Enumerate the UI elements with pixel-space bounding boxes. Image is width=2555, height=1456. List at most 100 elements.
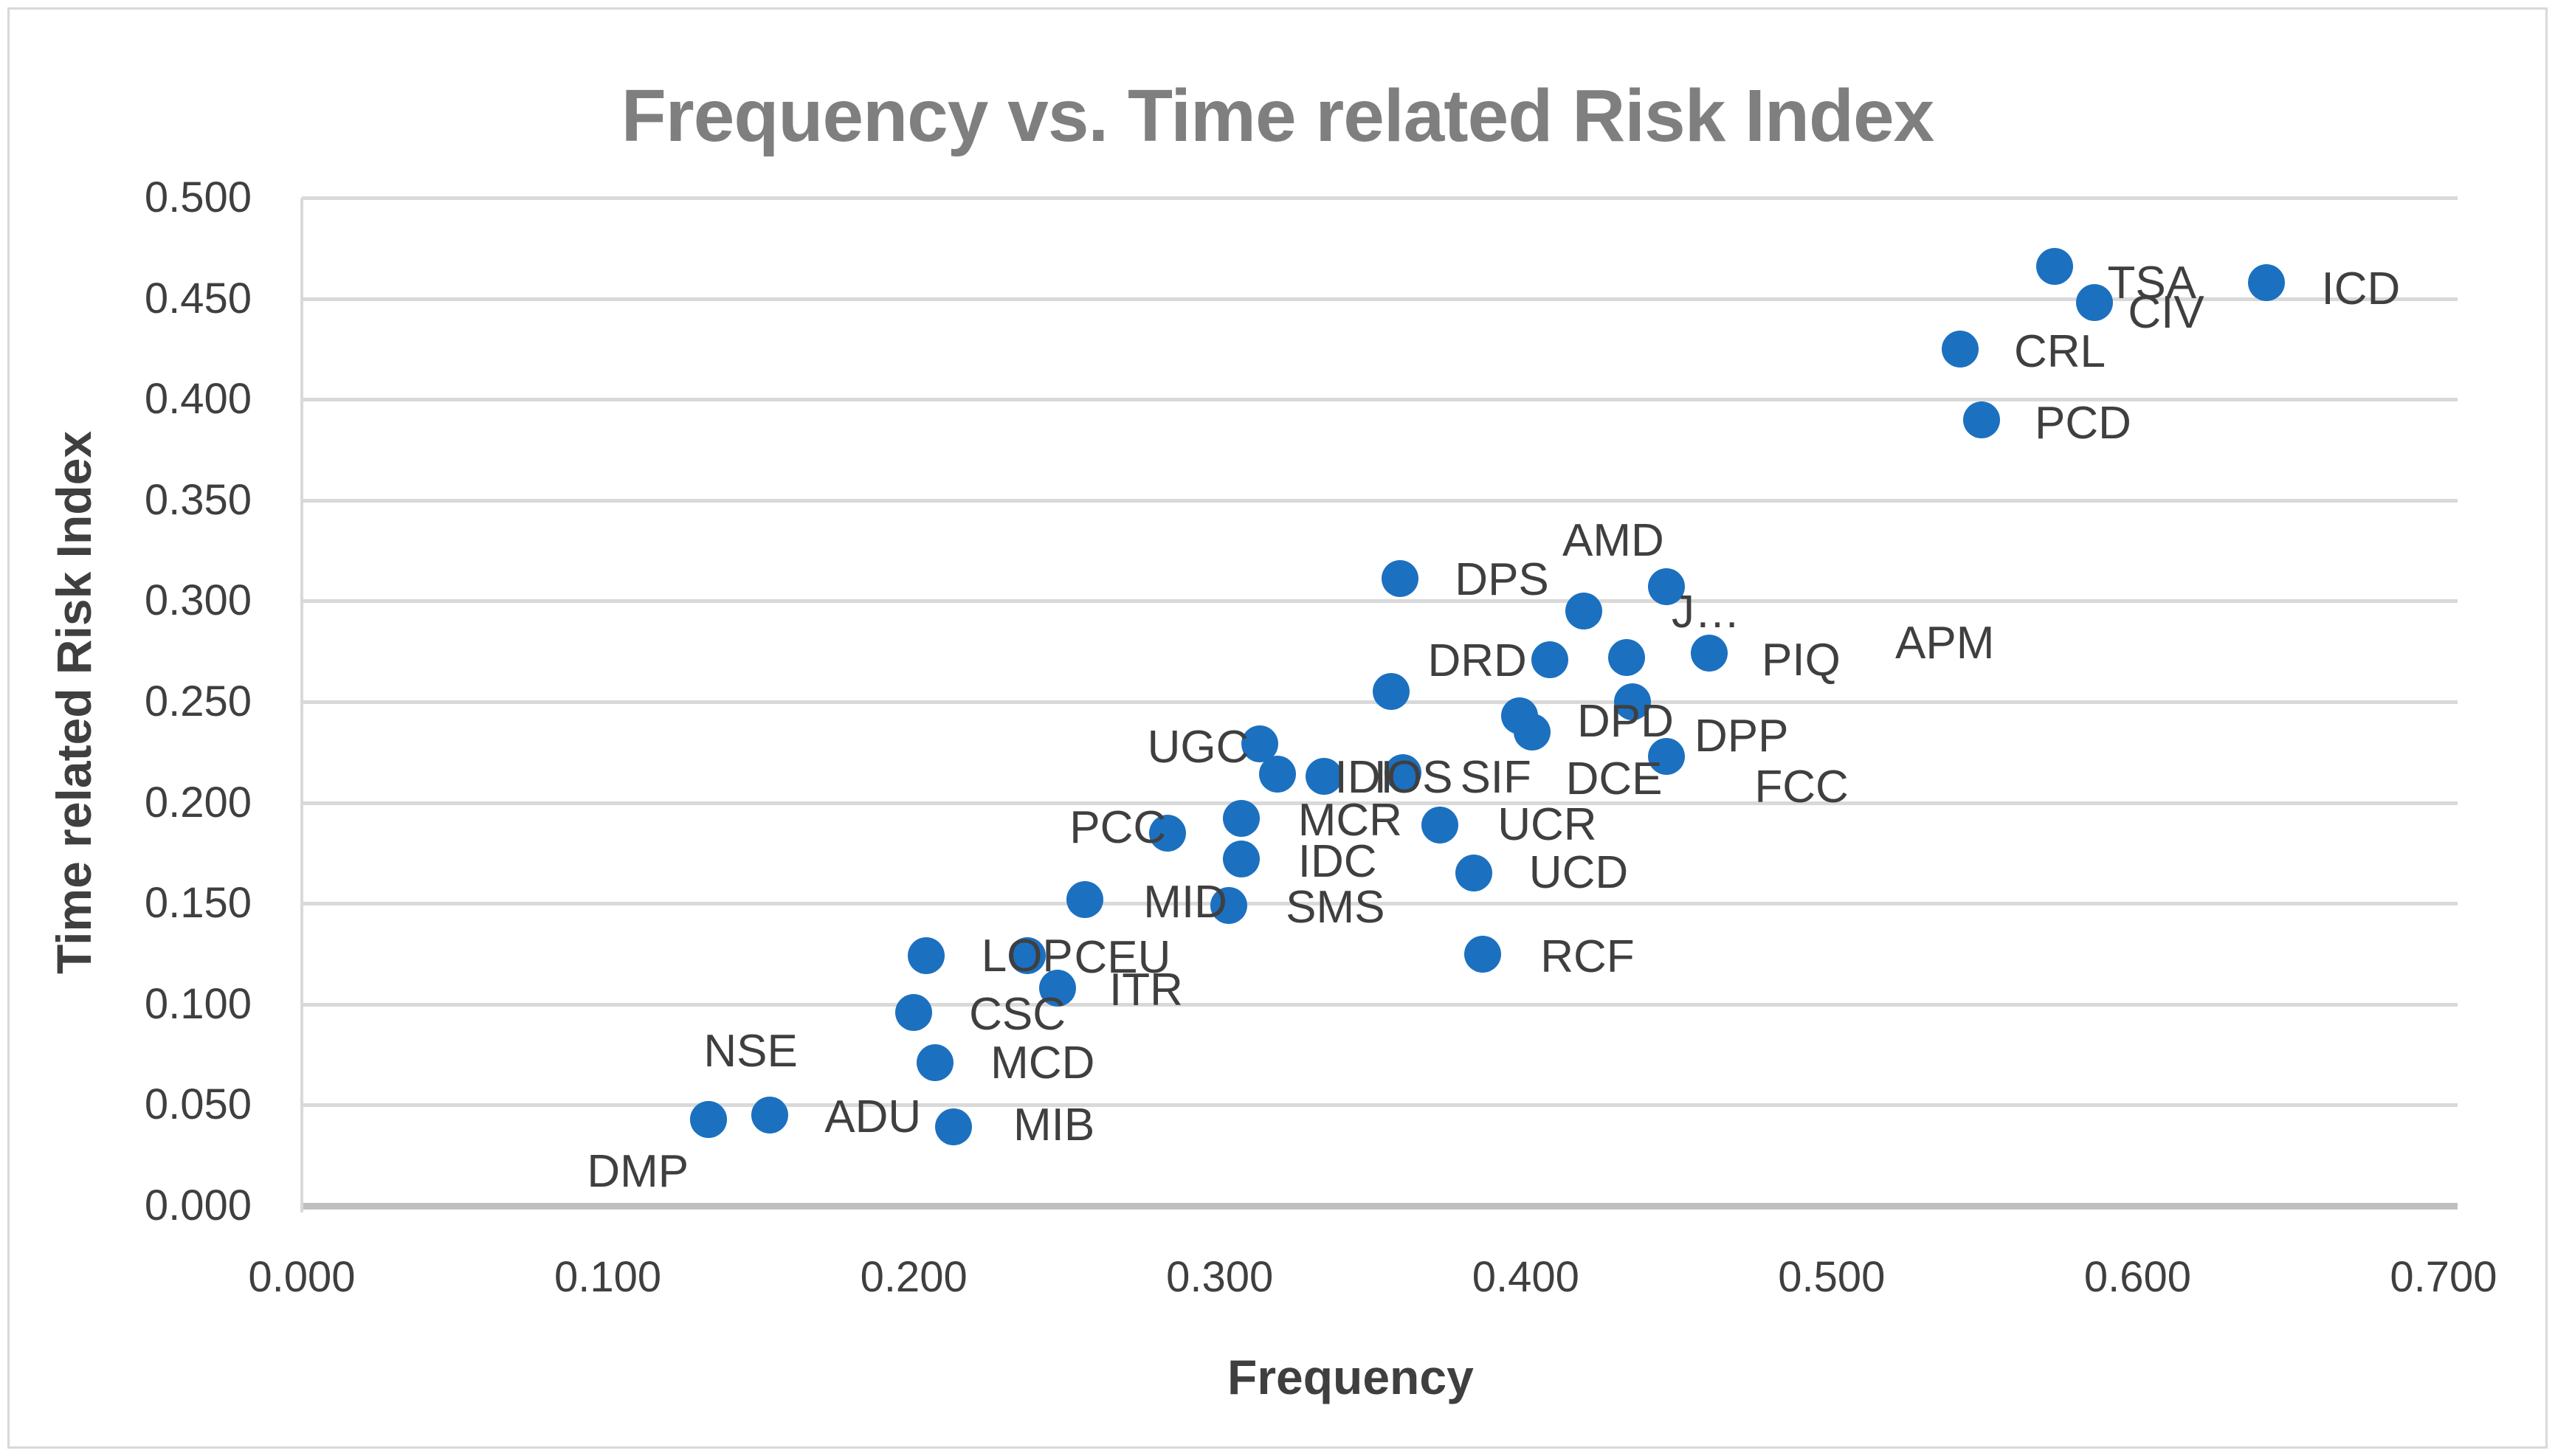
data-point [1608, 638, 1646, 676]
data-point-label: ADU [824, 1091, 922, 1143]
gridline [302, 902, 2458, 906]
chart-title: Frequency vs. Time related Risk Index [621, 75, 1935, 157]
data-point [1614, 683, 1652, 720]
data-point [935, 1108, 973, 1146]
data-point [1222, 841, 1260, 878]
y-tick-label: 0.500 [144, 173, 252, 221]
data-point-label: TSA [2107, 257, 2197, 308]
data-point-label: UCR [1497, 798, 1597, 850]
data-point [1008, 937, 1046, 975]
data-point [1455, 855, 1492, 892]
data-point [1647, 737, 1685, 775]
data-point-label: MID [1143, 876, 1227, 928]
y-tick-label: 0.400 [144, 375, 252, 424]
data-point-label: DPS [1455, 554, 1549, 606]
data-point-label: FCC [1754, 762, 1849, 812]
data-point [1259, 756, 1297, 793]
x-tick-label: 0.400 [1472, 1253, 1579, 1301]
data-point [1038, 969, 1076, 1007]
data-point [1647, 568, 1685, 606]
y-tick-label: 0.050 [144, 1080, 252, 1129]
data-point-label: NSE [703, 1025, 798, 1077]
data-point-label: J… [1672, 587, 1741, 638]
data-point-label: LOP [981, 931, 1073, 982]
data-point-label: DPP [1694, 710, 1789, 762]
data-point-label: SMS [1286, 881, 1385, 933]
data-point [1222, 800, 1260, 838]
y-tick-label: 0.250 [144, 677, 252, 725]
data-point [690, 1100, 728, 1138]
data-point-label: DPD [1576, 696, 1674, 748]
x-tick-label: 0.000 [248, 1253, 356, 1301]
data-point [1565, 593, 1603, 630]
data-point-label: IDI [1334, 752, 1393, 804]
data-point-label: DMP [587, 1145, 689, 1197]
data-point-label: MIB [1013, 1100, 1095, 1151]
gridline [302, 1103, 2458, 1108]
data-point-label: PIQ [1762, 635, 1841, 686]
data-point [1066, 880, 1104, 918]
x-tick-label: 0.500 [1778, 1253, 1886, 1301]
data-point [1385, 753, 1422, 791]
x-tick-label: 0.200 [860, 1253, 968, 1301]
x-axis-title: Frequency [1227, 1350, 1474, 1404]
data-point [1513, 713, 1551, 751]
x-tick-label: 0.600 [2083, 1253, 2191, 1301]
data-point [1464, 935, 1502, 973]
gridline [302, 398, 2458, 402]
x-tick-label: 0.100 [554, 1253, 662, 1301]
y-axis-line [300, 198, 303, 1212]
chart-border [7, 7, 2548, 1449]
gridline [302, 1002, 2458, 1007]
data-point [2036, 247, 2074, 285]
data-point-label: RCF [1540, 931, 1635, 982]
x-tick-label: 0.700 [2390, 1253, 2497, 1301]
gridline [302, 297, 2458, 301]
data-point [1372, 673, 1410, 711]
gridline [302, 498, 2458, 503]
data-point-label: UCD [1528, 847, 1629, 899]
y-tick-label: 0.300 [144, 576, 252, 625]
y-tick-label: 0.150 [144, 879, 252, 928]
y-tick-label: 0.450 [144, 274, 252, 322]
data-point-label: UGC [1147, 722, 1249, 773]
y-tick-label: 0.200 [144, 778, 252, 827]
data-point [1941, 330, 1979, 368]
data-point-label: ITR [1108, 964, 1183, 1015]
y-tick-label: 0.350 [144, 475, 252, 524]
data-point [1305, 758, 1342, 796]
data-point-label: MCR [1297, 795, 1402, 846]
data-point-label: MCD [990, 1038, 1095, 1089]
data-point [1149, 814, 1187, 852]
gridline [302, 599, 2458, 604]
data-point [1691, 635, 1728, 672]
data-point-label: IOS [1373, 752, 1453, 804]
data-point-label: IDC [1297, 836, 1377, 888]
data-point-label: CRL [2013, 325, 2106, 377]
data-point [1421, 806, 1459, 843]
data-point [2247, 263, 2285, 301]
data-point [895, 993, 933, 1031]
gridline [302, 801, 2458, 805]
y-tick-label: 0.100 [144, 979, 252, 1028]
data-point [1531, 641, 1569, 678]
data-point-label: PCC [1069, 801, 1167, 853]
data-point-label: PCD [2034, 397, 2131, 449]
data-point [1382, 560, 1419, 598]
data-point-label: CEU [1074, 932, 1171, 984]
y-tick-label: 0.000 [144, 1181, 252, 1229]
data-point-label: CSC [969, 988, 1066, 1040]
data-point-label: ICD [2321, 263, 2401, 314]
data-point [917, 1044, 954, 1082]
data-point-label: DCE [1565, 753, 1663, 804]
data-point-label: SIF [1460, 751, 1531, 803]
x-tick-label: 0.300 [1166, 1253, 1274, 1301]
data-point [1210, 886, 1248, 924]
data-point [2076, 284, 2114, 322]
data-point [751, 1097, 789, 1134]
data-point-label: APM [1895, 617, 1995, 669]
data-point [907, 937, 945, 975]
data-point-label: AMD [1562, 515, 1664, 567]
data-point-label: CIV [2128, 287, 2204, 339]
